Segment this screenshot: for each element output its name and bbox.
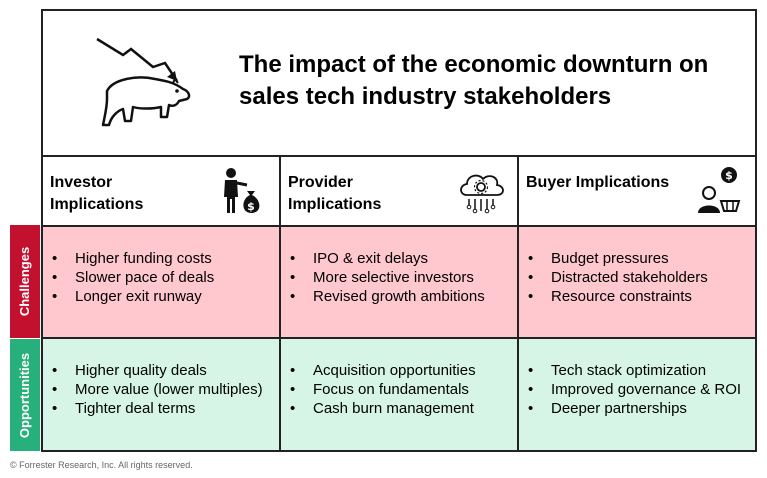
list-item: Focus on fundamentals: [290, 380, 476, 399]
implications-table: Investor Implications $ Provider Implica…: [41, 155, 757, 452]
list-item: Improved governance & ROI: [528, 380, 741, 399]
list-item: Slower pace of deals: [52, 268, 214, 287]
list-item: Distracted stakeholders: [528, 268, 708, 287]
opportunities-label: Opportunities: [17, 352, 33, 438]
buyer-challenges: Budget pressures Distracted stakeholders…: [519, 227, 755, 339]
buyer-cart-icon: $: [698, 167, 741, 213]
provider-opportunities: Acquisition opportunities Focus on funda…: [281, 339, 519, 450]
bear-market-icon: [96, 37, 191, 127]
challenges-row-label: Challenges: [10, 225, 40, 338]
buyer-heading: Buyer Implications: [526, 174, 670, 191]
list-item: More value (lower multiples): [52, 380, 263, 399]
svg-text:$: $: [247, 200, 255, 213]
list-item: Acquisition opportunities: [290, 361, 476, 380]
challenges-label: Challenges: [17, 246, 33, 317]
list-item: Revised growth ambitions: [290, 287, 485, 306]
page-title: The impact of the economic downturn on s…: [239, 51, 709, 110]
list-item: IPO & exit delays: [290, 249, 485, 268]
title-panel: The impact of the economic downturn on s…: [41, 9, 757, 155]
investor-header: Investor Implications $: [43, 157, 281, 227]
list-item: Deeper partnerships: [528, 399, 741, 418]
provider-challenges: IPO & exit delays More selective investo…: [281, 227, 519, 339]
investor-challenges: Higher funding costs Slower pace of deal…: [43, 227, 281, 339]
list-item: Higher funding costs: [52, 249, 214, 268]
list-item: Resource constraints: [528, 287, 708, 306]
investor-money-bag-icon: $: [224, 168, 260, 213]
investor-opportunities: Higher quality deals More value (lower m…: [43, 339, 281, 450]
list-item: More selective investors: [290, 268, 485, 287]
buyer-header: Buyer Implications $: [519, 157, 755, 227]
investor-heading: Investor Implications: [50, 174, 144, 213]
list-item: Tech stack optimization: [528, 361, 741, 380]
list-item: Higher quality deals: [52, 361, 263, 380]
list-item: Longer exit runway: [52, 287, 214, 306]
svg-text:$: $: [725, 169, 733, 182]
list-item: Cash burn management: [290, 399, 476, 418]
list-item: Tighter deal terms: [52, 399, 263, 418]
buyer-opportunities: Tech stack optimization Improved governa…: [519, 339, 755, 450]
list-item: Budget pressures: [528, 249, 708, 268]
provider-heading: Provider Implications: [288, 174, 382, 213]
cloud-tech-icon: [460, 174, 504, 214]
copyright-footer: © Forrester Research, Inc. All rights re…: [10, 460, 193, 470]
provider-header: Provider Implications: [281, 157, 519, 227]
opportunities-row-label: Opportunities: [10, 339, 40, 451]
